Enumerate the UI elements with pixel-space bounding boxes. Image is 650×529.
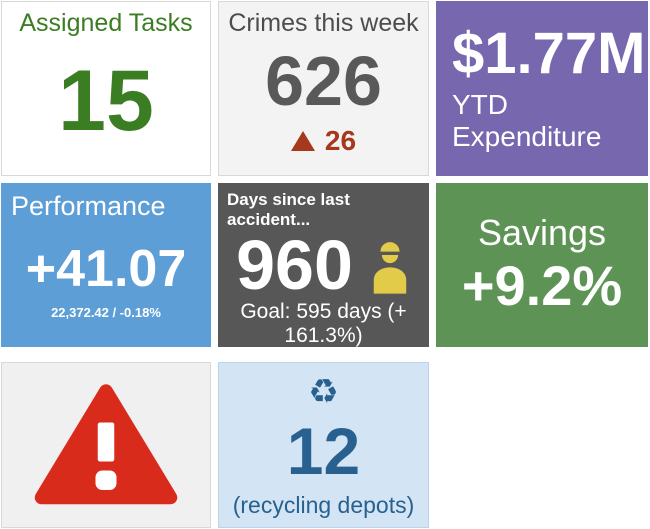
accident-value: 960 xyxy=(236,226,353,304)
ytd-expenditure-content: $1.77M YTD Expenditure xyxy=(436,1,648,176)
performance-content: +41.07 22,372.42 / -0.18% xyxy=(1,222,211,347)
performance-title: Performance xyxy=(11,191,166,221)
tile-alert xyxy=(1,362,211,528)
tile-ytd-expenditure: $1.77M YTD Expenditure xyxy=(436,1,648,176)
person-icon xyxy=(373,242,407,294)
savings-content: Savings +9.2% xyxy=(436,183,648,347)
tile-crimes-this-week: Crimes this week 626 26 xyxy=(218,1,429,176)
up-triangle-icon xyxy=(290,131,315,151)
crimes-delta-value: 26 xyxy=(324,125,357,156)
accident-title: Days since last accident... xyxy=(227,190,350,229)
savings-value: +9.2% xyxy=(461,254,623,318)
savings-title: Savings xyxy=(477,212,607,254)
recycling-label: (recycling depots) xyxy=(232,492,415,518)
accident-goal: Goal: 595 days (+ 161.3%) xyxy=(240,300,407,347)
assigned-tasks-title: Assigned Tasks xyxy=(19,9,193,37)
tile-recycling: ♻ 12 (recycling depots) xyxy=(218,362,429,528)
crimes-title: Crimes this week xyxy=(228,9,419,37)
tile-days-since-accident: Days since last accident... 960 Goal: 59… xyxy=(218,183,429,347)
crimes-delta: 26 xyxy=(219,125,428,175)
ytd-expenditure-label: YTD Expenditure xyxy=(452,88,602,152)
tile-savings: Savings +9.2% xyxy=(436,183,648,347)
ytd-expenditure-value: $1.77M xyxy=(452,21,646,87)
accident-content: 960 xyxy=(218,230,429,300)
warning-icon xyxy=(34,384,178,505)
tile-assigned-tasks: Assigned Tasks 15 xyxy=(1,1,211,176)
performance-detail: 22,372.42 / -0.18% xyxy=(51,305,161,320)
tile-performance: Performance +41.07 22,372.42 / -0.18% xyxy=(1,183,211,347)
recycling-value: 12 xyxy=(286,413,361,488)
performance-value: +41.07 xyxy=(25,240,187,298)
assigned-tasks-value: 15 xyxy=(58,53,154,150)
crimes-value: 626 xyxy=(265,42,382,121)
recycle-icon: ♻ xyxy=(308,373,339,411)
